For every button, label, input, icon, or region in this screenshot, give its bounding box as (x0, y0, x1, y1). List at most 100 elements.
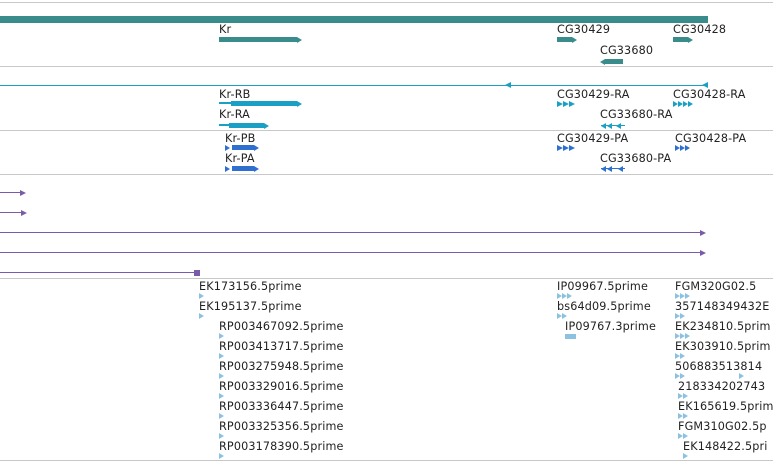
mrna-span-arrow-left (505, 82, 511, 88)
est-label[interactable]: IP09767.3prime (565, 320, 656, 333)
protein-cg30428-arrow (675, 144, 680, 151)
alignment-arrow (20, 189, 26, 196)
mrna-kr-ra-bar[interactable] (219, 124, 229, 126)
mrna-cg30428-arrow (678, 100, 683, 107)
protein-cg30428-arrow (685, 144, 690, 151)
est-arrow (683, 433, 688, 439)
est-arrow (557, 313, 562, 319)
alignment-arrow (700, 249, 706, 256)
est-label[interactable]: EK234810.5prim (675, 320, 771, 333)
mrna-cg30428-arrow (673, 100, 678, 107)
est-block[interactable] (565, 334, 576, 339)
est-arrow (557, 293, 562, 299)
mrna-span-line[interactable] (0, 85, 708, 86)
gene-kr-arrow (297, 36, 302, 43)
est-arrow (219, 373, 224, 379)
gene-label-kr[interactable]: Kr (219, 23, 232, 36)
mrna-kr-rb-exon[interactable] (231, 101, 297, 106)
alignment-line[interactable] (0, 252, 700, 253)
alignment-line[interactable] (0, 212, 21, 213)
est-arrow (685, 293, 690, 299)
gene-cg30428-bar[interactable] (673, 37, 688, 42)
protein-cg33680-line[interactable] (601, 168, 625, 169)
mrna-cg30429-arrow (557, 100, 563, 107)
est-label[interactable]: bs64d09.5prime (557, 300, 651, 313)
gene-cg30429-bar[interactable] (557, 37, 572, 42)
alignment-arrow (21, 209, 27, 216)
track-divider (0, 174, 773, 175)
est-arrow (219, 453, 224, 459)
est-label[interactable]: EK173156.5prime (199, 280, 302, 293)
mrna-label-kr-ra[interactable]: Kr-RA (219, 108, 250, 121)
protein-label-cg30429-pa[interactable]: CG30429-PA (557, 132, 629, 145)
mrna-label-cg33680-ra[interactable]: CG33680-RA (600, 108, 673, 121)
gene-cg30429-arrow (572, 36, 577, 43)
gene-label-cg30428[interactable]: CG30428 (673, 23, 727, 36)
mrna-label-cg30428-ra[interactable]: CG30428-RA (673, 88, 746, 101)
est-arrow (199, 293, 204, 299)
est-label[interactable]: FGM310G02.5p (678, 420, 767, 433)
mrna-cg33680-line[interactable] (601, 125, 625, 126)
est-arrow (680, 353, 685, 359)
gene-label-cg30429[interactable]: CG30429 (557, 23, 611, 36)
mrna-cg30429-arrow (563, 100, 569, 107)
est-arrow (685, 333, 690, 339)
protein-label-cg30428-pa[interactable]: CG30428-PA (675, 132, 747, 145)
gene-kr-bar[interactable] (219, 37, 297, 42)
est-label[interactable]: EK165619.5prim (678, 400, 773, 413)
mrna-span-arrow-right (702, 82, 708, 88)
est-label[interactable]: EK303910.5prim (675, 340, 771, 353)
mrna-label-cg30429-ra[interactable]: CG30429-RA (557, 88, 630, 101)
gene-span-bar[interactable] (0, 16, 708, 23)
est-arrow (675, 293, 680, 299)
alignment-block[interactable] (194, 269, 200, 276)
mrna-cg30428-arrow (688, 100, 693, 107)
est-arrow (739, 373, 744, 379)
est-label[interactable]: 357148349432E (675, 300, 770, 313)
protein-label-kr-pb[interactable]: Kr-PB (225, 132, 256, 145)
est-arrow (562, 293, 567, 299)
gene-track: Kr CG30429 CG30428 CG33680 (0, 0, 773, 66)
est-label[interactable]: 506883513814 (675, 360, 763, 373)
est-arrow (683, 413, 688, 419)
est-label[interactable]: EK195137.5prime (199, 300, 302, 313)
est-arrow (199, 313, 204, 319)
est-label[interactable]: IP09967.5prime (557, 280, 648, 293)
protein-kr-pb-bar[interactable] (232, 145, 254, 150)
est-label[interactable]: RP003178390.5prime (219, 440, 344, 453)
track-divider (0, 278, 773, 279)
est-label[interactable]: FGM320G02.5 (675, 280, 757, 293)
protein-kr-pa-arrow (254, 165, 259, 172)
est-label[interactable]: RP003325356.5prime (219, 420, 344, 433)
est-label[interactable]: RP003413717.5prime (219, 340, 344, 353)
est-label[interactable]: RP003275948.5prime (219, 360, 344, 373)
est-label[interactable]: RP003467092.5prime (219, 320, 344, 333)
gene-label-cg33680[interactable]: CG33680 (600, 44, 654, 57)
protein-cg30429-arrow (563, 144, 569, 151)
est-label[interactable]: 218334202743 (678, 380, 766, 393)
protein-kr-pa-start (225, 165, 230, 172)
est-arrow (678, 433, 683, 439)
est-label[interactable]: RP003336447.5prime (219, 400, 344, 413)
mrna-kr-ra-exon[interactable] (229, 123, 264, 128)
mrna-kr-rb-arrow (297, 100, 302, 107)
est-arrow (219, 393, 224, 399)
est-arrow (680, 333, 685, 339)
mrna-kr-ra-arrow (264, 122, 269, 129)
alignment-line[interactable] (0, 272, 194, 273)
est-arrow (219, 413, 224, 419)
protein-label-kr-pa[interactable]: Kr-PA (225, 152, 255, 165)
alignment-line[interactable] (0, 232, 700, 233)
alignment-line[interactable] (0, 192, 20, 193)
gene-cg30428-arrow (688, 36, 693, 43)
est-label[interactable]: RP003329016.5prime (219, 380, 344, 393)
gene-cg33680-bar[interactable] (605, 59, 623, 64)
protein-kr-pa-bar[interactable] (232, 166, 254, 171)
mrna-cg30428-arrow (683, 100, 688, 107)
protein-track: Kr-PB Kr-PA CG30429-PA CG30428-PA CG3368… (0, 130, 773, 174)
protein-label-cg33680-pa[interactable]: CG33680-PA (600, 152, 672, 165)
track-divider (0, 66, 773, 67)
mrna-kr-rb-bar[interactable] (219, 102, 231, 104)
mrna-label-kr-rb[interactable]: Kr-RB (219, 88, 251, 101)
est-label[interactable]: EK148422.5pri (683, 440, 768, 453)
